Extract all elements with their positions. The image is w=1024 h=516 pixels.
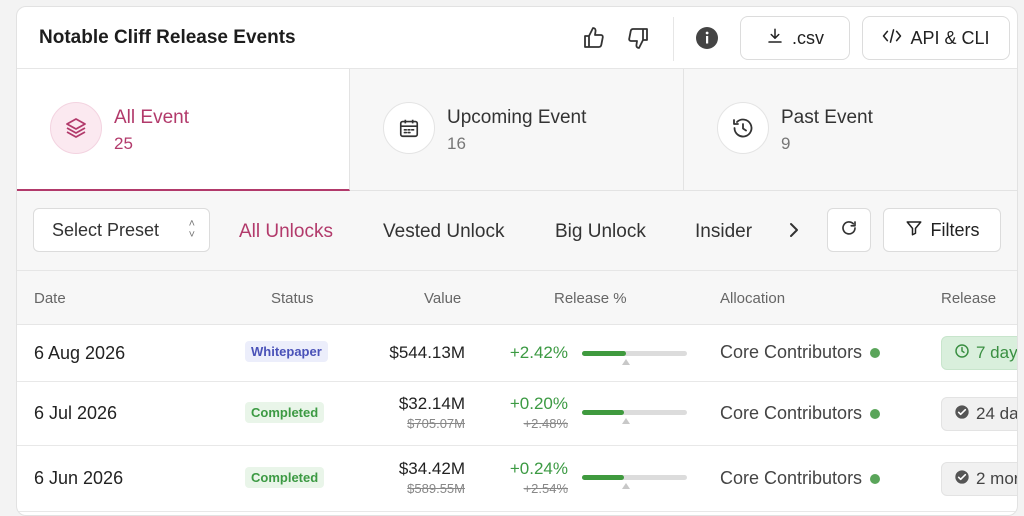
status-badge: Completed [245, 402, 325, 423]
column-header-date[interactable]: Date [34, 290, 66, 307]
row-value-old: $705.07M [407, 416, 465, 431]
row-value: $34.42M [398, 459, 465, 478]
release-badge: 7 day [941, 336, 1018, 370]
clock-icon [954, 343, 970, 364]
filter-tab-vested-unlock[interactable]: Vested Unlock [383, 221, 505, 242]
thumbs-up-icon[interactable] [581, 25, 607, 51]
row-value-old: $589.55M [407, 481, 465, 496]
release-progress-bar [582, 410, 687, 424]
row-release-pct: +2.42% [509, 343, 568, 362]
card-title: Notable Cliff Release Events [39, 27, 296, 48]
check-circle-icon [954, 469, 970, 490]
allocation-label: Core Contributors [720, 342, 863, 362]
allocation-dot [870, 473, 881, 484]
csv-label: .csv [791, 27, 824, 48]
tab-label: Upcoming Event [447, 107, 587, 128]
select-preset-dropdown[interactable]: Select Preset ˄ ˅ [33, 208, 210, 252]
table-header: Date Status Value Release % Allocation R… [17, 271, 1017, 325]
filters-label: Filters [930, 219, 980, 240]
chevron-up-down-icon: ˄ ˅ [188, 218, 195, 241]
column-header-value[interactable]: Value [424, 290, 462, 307]
table-row[interactable]: 6 Jul 2026 Completed $32.14M $705.07M +0… [17, 382, 1017, 446]
row-release-pct-old: +2.48% [523, 416, 568, 431]
release-badge: 2 mor [941, 462, 1018, 496]
row-allocation: Core Contributors [720, 342, 881, 363]
release-progress-bar [582, 475, 687, 489]
allocation-dot [870, 347, 881, 358]
release-marker [622, 359, 630, 365]
tab-count: 16 [447, 134, 466, 153]
release-marker [622, 418, 630, 424]
row-allocation: Core Contributors [720, 468, 881, 489]
tab-past-event[interactable]: Past Event 9 [684, 69, 1017, 191]
allocation-dot [870, 408, 881, 419]
layers-icon [50, 102, 102, 154]
allocation-label: Core Contributors [720, 468, 863, 488]
tab-count: 9 [781, 134, 791, 153]
tab-count: 25 [114, 134, 133, 153]
release-progress-fill [582, 410, 624, 415]
release-events-card: Notable Cliff Release Events .csv API & … [16, 6, 1018, 516]
filter-tab-insider[interactable]: Insider [695, 221, 753, 242]
release-progress-fill [582, 475, 624, 480]
release-progress-bar [582, 351, 687, 365]
filter-toolbar: Select Preset ˄ ˅ All Unlocks Vested Unlo… [17, 191, 1017, 271]
table-row[interactable]: 6 Aug 2026 Whitepaper $544.13M +2.42% Co… [17, 325, 1017, 382]
row-release-pct: +0.20% [509, 394, 568, 413]
row-date: 6 Jul 2026 [34, 403, 118, 423]
row-date: 6 Aug 2026 [34, 343, 126, 363]
tab-upcoming-event[interactable]: Upcoming Event 16 [350, 69, 684, 191]
history-icon [717, 102, 769, 154]
row-date: 6 Jun 2026 [34, 468, 124, 488]
event-tabs: All Event 25 Upcoming Event 16 Past Even… [17, 69, 1017, 191]
chevron-right-icon[interactable] [787, 221, 801, 244]
header-divider [673, 17, 674, 61]
refresh-icon [840, 219, 858, 242]
download-icon [766, 27, 784, 50]
column-header-allocation[interactable]: Allocation [720, 290, 786, 307]
allocation-label: Core Contributors [720, 403, 863, 423]
status-badge: Whitepaper [245, 341, 328, 362]
row-value: $32.14M [398, 394, 465, 413]
filter-tab-all-unlocks[interactable]: All Unlocks [239, 221, 333, 242]
release-time: 24 da [976, 404, 1018, 423]
download-csv-button[interactable]: .csv [740, 16, 850, 60]
column-header-release[interactable]: Release [941, 290, 997, 307]
thumbs-down-icon[interactable] [625, 25, 651, 51]
check-circle-icon [954, 404, 970, 425]
table-row[interactable]: 6 Jun 2026 Completed $34.42M $589.55M +0… [17, 446, 1017, 512]
api-label: API & CLI [910, 27, 990, 48]
release-marker [622, 483, 630, 489]
calendar-icon [383, 102, 435, 154]
filter-icon [905, 219, 923, 242]
code-icon [882, 27, 902, 50]
tab-label: All Event [114, 107, 189, 128]
row-value: $544.13M [389, 343, 465, 362]
api-cli-button[interactable]: API & CLI [862, 16, 1010, 60]
row-release-pct: +0.24% [509, 459, 568, 478]
status-badge: Completed [245, 467, 325, 488]
filters-button[interactable]: Filters [883, 208, 1001, 252]
column-header-release-pct[interactable]: Release % [554, 290, 627, 307]
row-release-pct-old: +2.54% [523, 481, 568, 496]
tab-label: Past Event [781, 107, 873, 128]
release-time: 7 day [976, 343, 1018, 362]
info-icon[interactable] [694, 25, 720, 51]
filter-tab-big-unlock[interactable]: Big Unlock [555, 221, 646, 242]
release-badge: 24 da [941, 397, 1018, 431]
card-header: Notable Cliff Release Events .csv API & … [17, 7, 1017, 69]
release-progress-fill [582, 351, 627, 356]
row-allocation: Core Contributors [720, 403, 881, 424]
preset-label: Select Preset [52, 219, 160, 240]
column-header-status[interactable]: Status [271, 290, 314, 307]
release-time: 2 mor [976, 469, 1018, 488]
refresh-button[interactable] [827, 208, 871, 252]
tab-all-event[interactable]: All Event 25 [17, 69, 350, 191]
